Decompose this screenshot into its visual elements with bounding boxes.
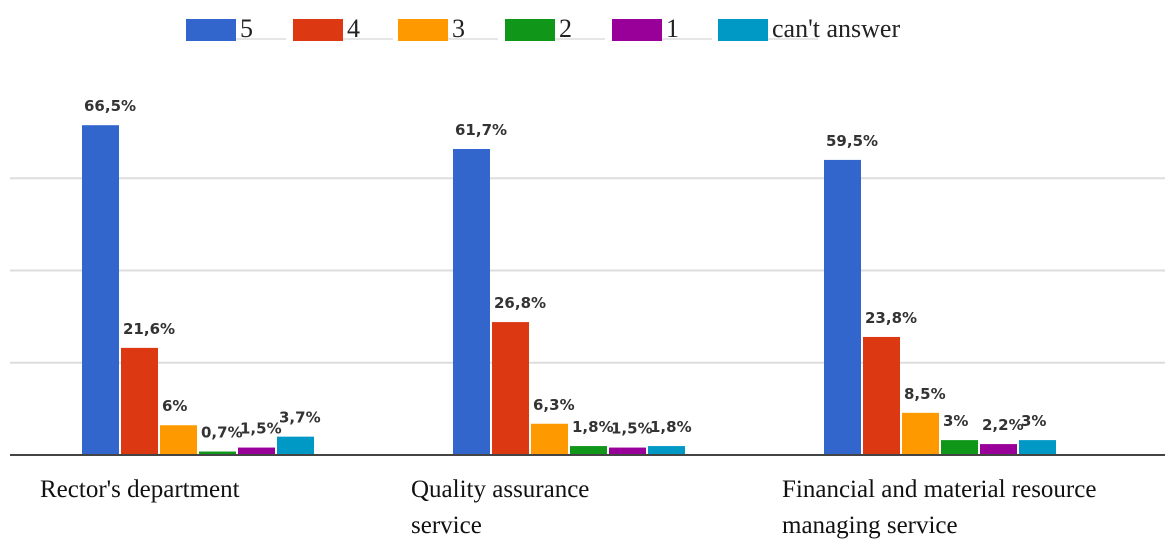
value-label: 26,8% (494, 294, 546, 312)
value-label: 3% (1021, 412, 1046, 430)
value-label: 1,5% (611, 420, 653, 438)
bar (121, 347, 158, 455)
bar (1019, 440, 1056, 455)
category-label: Financial and material resource managing… (782, 476, 1097, 539)
bar (648, 446, 685, 455)
value-label: 3% (943, 412, 968, 430)
bar (277, 436, 314, 455)
bar (82, 125, 119, 455)
legend-swatch (186, 19, 236, 41)
legend-label: 5 (240, 14, 253, 43)
bar (531, 423, 568, 455)
bar (902, 412, 939, 455)
category-label: Quality assurance service (411, 476, 590, 539)
category-label: Rector's department (40, 476, 240, 503)
legend-label: 2 (559, 14, 572, 43)
value-label: 8,5% (904, 385, 946, 403)
value-label: 6,3% (533, 396, 575, 414)
value-label: 1,5% (240, 420, 282, 438)
value-label: 6% (162, 397, 187, 415)
legend-swatch (718, 19, 768, 41)
legend-label: 1 (666, 14, 679, 43)
value-label: 23,8% (865, 309, 917, 327)
bar (492, 322, 529, 455)
value-label: 1,8% (650, 418, 692, 436)
legend-swatch (612, 19, 662, 41)
legend-label: 4 (347, 14, 360, 43)
legend-label: 3 (452, 14, 465, 43)
legend-swatch (293, 19, 343, 41)
value-label: 61,7% (455, 121, 507, 139)
value-label: 66,5% (84, 97, 136, 115)
value-label: 2,2% (982, 416, 1024, 434)
value-label: 0,7% (201, 424, 243, 442)
bar (453, 148, 490, 455)
value-label: 59,5% (826, 132, 878, 150)
bar (199, 451, 236, 455)
bar (570, 446, 607, 455)
legend-label: can't answer (772, 14, 900, 43)
bar (609, 447, 646, 455)
value-label: 3,7% (279, 409, 321, 427)
legend-swatch (398, 19, 448, 41)
bar (238, 447, 275, 455)
bar (863, 336, 900, 455)
legend-swatch (505, 19, 555, 41)
bar (941, 440, 978, 455)
value-label: 1,8% (572, 418, 614, 436)
bar (824, 159, 861, 455)
bar (980, 444, 1017, 455)
value-label: 21,6% (123, 320, 175, 338)
bar (160, 425, 197, 455)
